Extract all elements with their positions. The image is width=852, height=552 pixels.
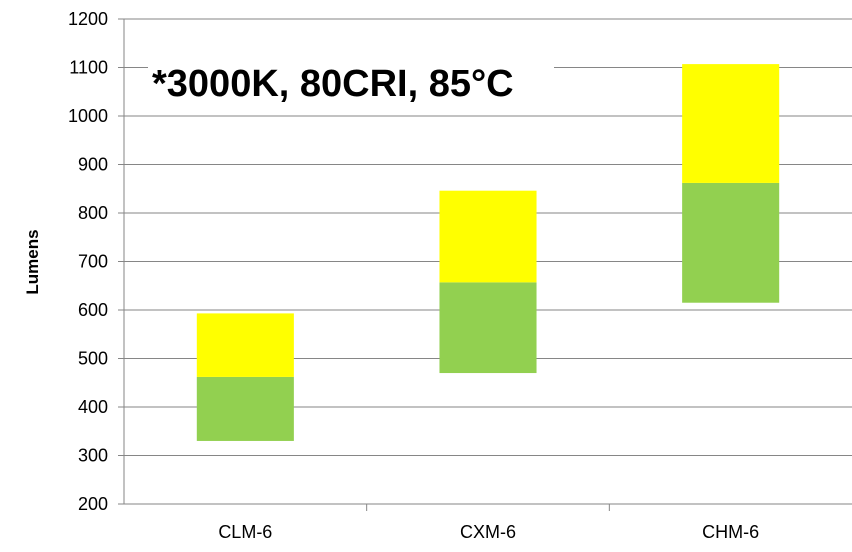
bar-segment-series-2-chm-6 xyxy=(682,64,780,183)
y-tick-label: 800 xyxy=(78,203,108,223)
y-axis-label: Lumens xyxy=(23,229,42,294)
bar-segment-series-1-chm-6 xyxy=(682,182,780,303)
bar-segment-series-1-clm-6 xyxy=(196,376,294,441)
chart-annotation: *3000K, 80CRI, 85°C xyxy=(152,63,514,105)
bar-segment-series-2-clm-6 xyxy=(196,313,294,377)
y-tick-label: 400 xyxy=(78,397,108,417)
y-tick-label: 900 xyxy=(78,155,108,175)
x-tick-label: CXM-6 xyxy=(460,522,516,542)
axes xyxy=(118,18,852,511)
annotation-background xyxy=(148,52,554,114)
x-tick-labels: CLM-6 CXM-6 CHM-6 xyxy=(218,522,759,542)
x-tick-label: CLM-6 xyxy=(218,522,272,542)
y-tick-label: 1200 xyxy=(68,9,108,29)
y-tick-label: 1000 xyxy=(68,106,108,126)
bar-segment-series-1-cxm-6 xyxy=(439,282,537,374)
y-tick-label: 500 xyxy=(78,349,108,369)
y-tick-label: 200 xyxy=(78,494,108,514)
bar-segment-series-2-cxm-6 xyxy=(439,190,537,283)
y-tick-label: 300 xyxy=(78,446,108,466)
y-tick-label: 600 xyxy=(78,300,108,320)
x-tick-label: CHM-6 xyxy=(702,522,759,542)
y-tick-label: 700 xyxy=(78,252,108,272)
bars xyxy=(196,64,780,441)
y-tick-labels: 200 300 400 500 600 700 800 900 1000 1100 1200 xyxy=(68,9,108,514)
y-tick-label: 1100 xyxy=(69,58,108,78)
